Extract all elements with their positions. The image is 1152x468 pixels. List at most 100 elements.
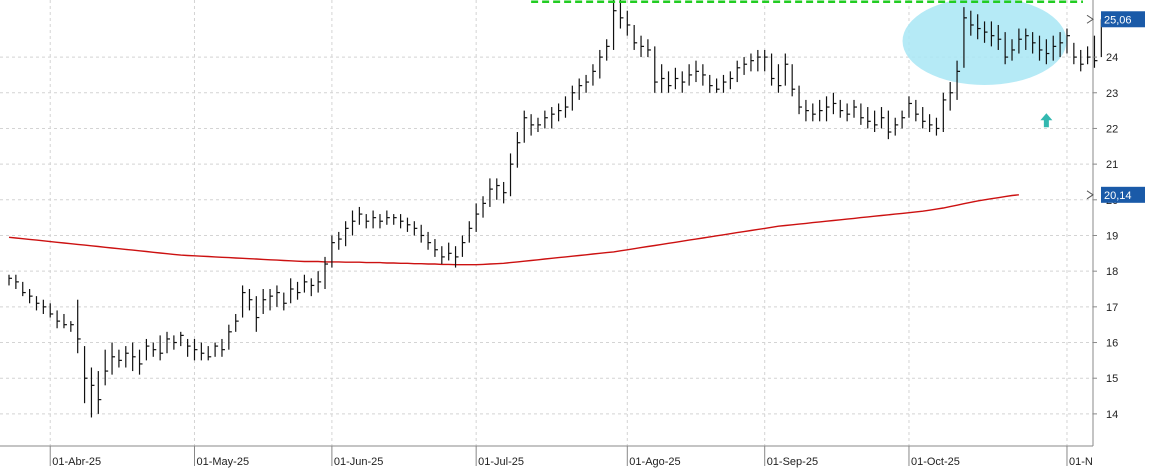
ohlc-bar <box>1025 28 1029 50</box>
ohlc-bar <box>791 64 796 97</box>
ohlc-bar <box>283 292 287 311</box>
x-tick-label: 01-Sep-25 <box>767 456 818 468</box>
ohlc-bar <box>606 39 610 61</box>
ohlc-bar <box>571 85 576 111</box>
ohlc-bar <box>248 289 253 311</box>
ohlc-bar <box>681 71 686 93</box>
ohlc-bar <box>1080 49 1084 72</box>
y-tick-label: 16 <box>1106 338 1118 350</box>
ohlc-bar <box>269 289 274 311</box>
ohlc-bar <box>825 96 830 122</box>
ohlc-bar <box>386 210 390 225</box>
ohlc-bar <box>956 60 961 100</box>
ohlc-bar <box>454 246 459 268</box>
ohlc-bar <box>207 346 212 361</box>
ohlc-bar <box>489 178 493 207</box>
ohlc-bar <box>750 53 754 72</box>
ohlc-bar <box>970 10 974 36</box>
ohlc-bar <box>578 78 583 100</box>
ohlc-bar <box>654 46 658 93</box>
ohlc-bar <box>530 114 535 136</box>
ohlc-bar <box>661 64 665 93</box>
ohlc-bar <box>915 99 919 122</box>
x-tick-label: 01-Jun-25 <box>334 456 384 468</box>
ohlc-bar <box>846 103 851 122</box>
ohlc-bar <box>977 14 981 40</box>
ohlc-bar <box>688 64 693 86</box>
ohlc-bar <box>461 235 466 257</box>
ohlc-bar <box>640 35 645 58</box>
ohlc-bar <box>214 342 219 357</box>
ohlc-bar <box>358 206 363 225</box>
ohlc-bar <box>42 299 47 314</box>
ohlc-bar <box>324 256 329 290</box>
ohlc-bar <box>647 39 651 58</box>
ohlc-bar <box>812 103 816 122</box>
price-tag-label: 25,06 <box>1104 14 1132 26</box>
ohlc-bar <box>832 92 837 115</box>
ohlc-bar <box>393 214 397 225</box>
ohlc-bar <box>379 214 383 229</box>
y-tick-label: 18 <box>1106 266 1118 278</box>
ohlc-bar <box>83 346 88 404</box>
y-tick-label: 23 <box>1106 88 1118 100</box>
ohlc-bar <box>15 274 19 290</box>
ohlc-bar <box>8 274 12 286</box>
y-tick-label: 15 <box>1106 373 1118 385</box>
ohlc-bar <box>894 117 899 136</box>
ohlc-bar <box>276 285 280 307</box>
ohlc-bar <box>867 107 871 129</box>
ohlc-bar <box>922 107 926 129</box>
ohlc-bar <box>860 103 864 125</box>
ohlc-bar <box>722 74 727 93</box>
ohlc-bar <box>757 49 761 72</box>
up-arrow-layer <box>1040 113 1053 128</box>
ohlc-bar <box>537 117 541 133</box>
ohlc-bar <box>49 303 54 318</box>
price-tag: 20,14 <box>1086 186 1145 203</box>
x-tick-label: 01-Oct-25 <box>911 456 960 468</box>
ohlc-bar <box>193 338 198 361</box>
ohlc-bar <box>564 96 569 118</box>
ohlc-bar <box>90 367 95 418</box>
ohlc-bar <box>427 231 432 250</box>
up-arrow-icon <box>1040 113 1053 128</box>
ohlc-bar <box>496 178 500 200</box>
ohlc-bar <box>29 289 33 304</box>
ohlc-bar <box>413 221 418 236</box>
ohlc-bar <box>262 289 267 314</box>
ohlc-bar <box>674 67 679 90</box>
price-tag-box <box>1101 186 1145 203</box>
ohlc-bar <box>695 60 699 83</box>
ohlc-bar <box>997 24 1002 50</box>
price-tags: 25,06 20,14 <box>1086 11 1145 203</box>
ohlc-bar <box>839 99 844 118</box>
ohlc-bar <box>118 349 122 368</box>
ohlc-bar <box>729 71 734 90</box>
ohlc-bar <box>874 110 878 133</box>
ohlc-bar <box>887 110 892 140</box>
ohlc-bar <box>351 210 356 236</box>
ohlc-bar <box>228 324 232 350</box>
ohlc-bar <box>1018 28 1022 54</box>
ohlc-bar <box>626 10 631 36</box>
ohlc-bar <box>420 224 425 243</box>
ohlc-bar <box>503 181 507 204</box>
ohlc-bar <box>770 53 775 86</box>
ohlc-bar <box>736 60 741 83</box>
ohlc-bar <box>853 99 858 118</box>
ohlc-bar <box>551 107 555 129</box>
ohlc-bar <box>1086 46 1091 65</box>
ohlc-bar <box>928 114 933 133</box>
ohlc-bar <box>983 21 988 43</box>
ohlc-bar <box>187 338 191 357</box>
ohlc-bar <box>633 24 638 50</box>
ohlc-bar <box>1073 42 1077 65</box>
ohlc-bar <box>331 235 335 268</box>
ohlc-bar <box>22 281 26 297</box>
ohlc-bar <box>612 0 617 50</box>
price-tag-pointer-icon <box>1086 190 1094 200</box>
ohlc-bar <box>1066 28 1070 54</box>
ohlc-bar <box>97 371 102 414</box>
ohlc-bar <box>441 246 445 265</box>
